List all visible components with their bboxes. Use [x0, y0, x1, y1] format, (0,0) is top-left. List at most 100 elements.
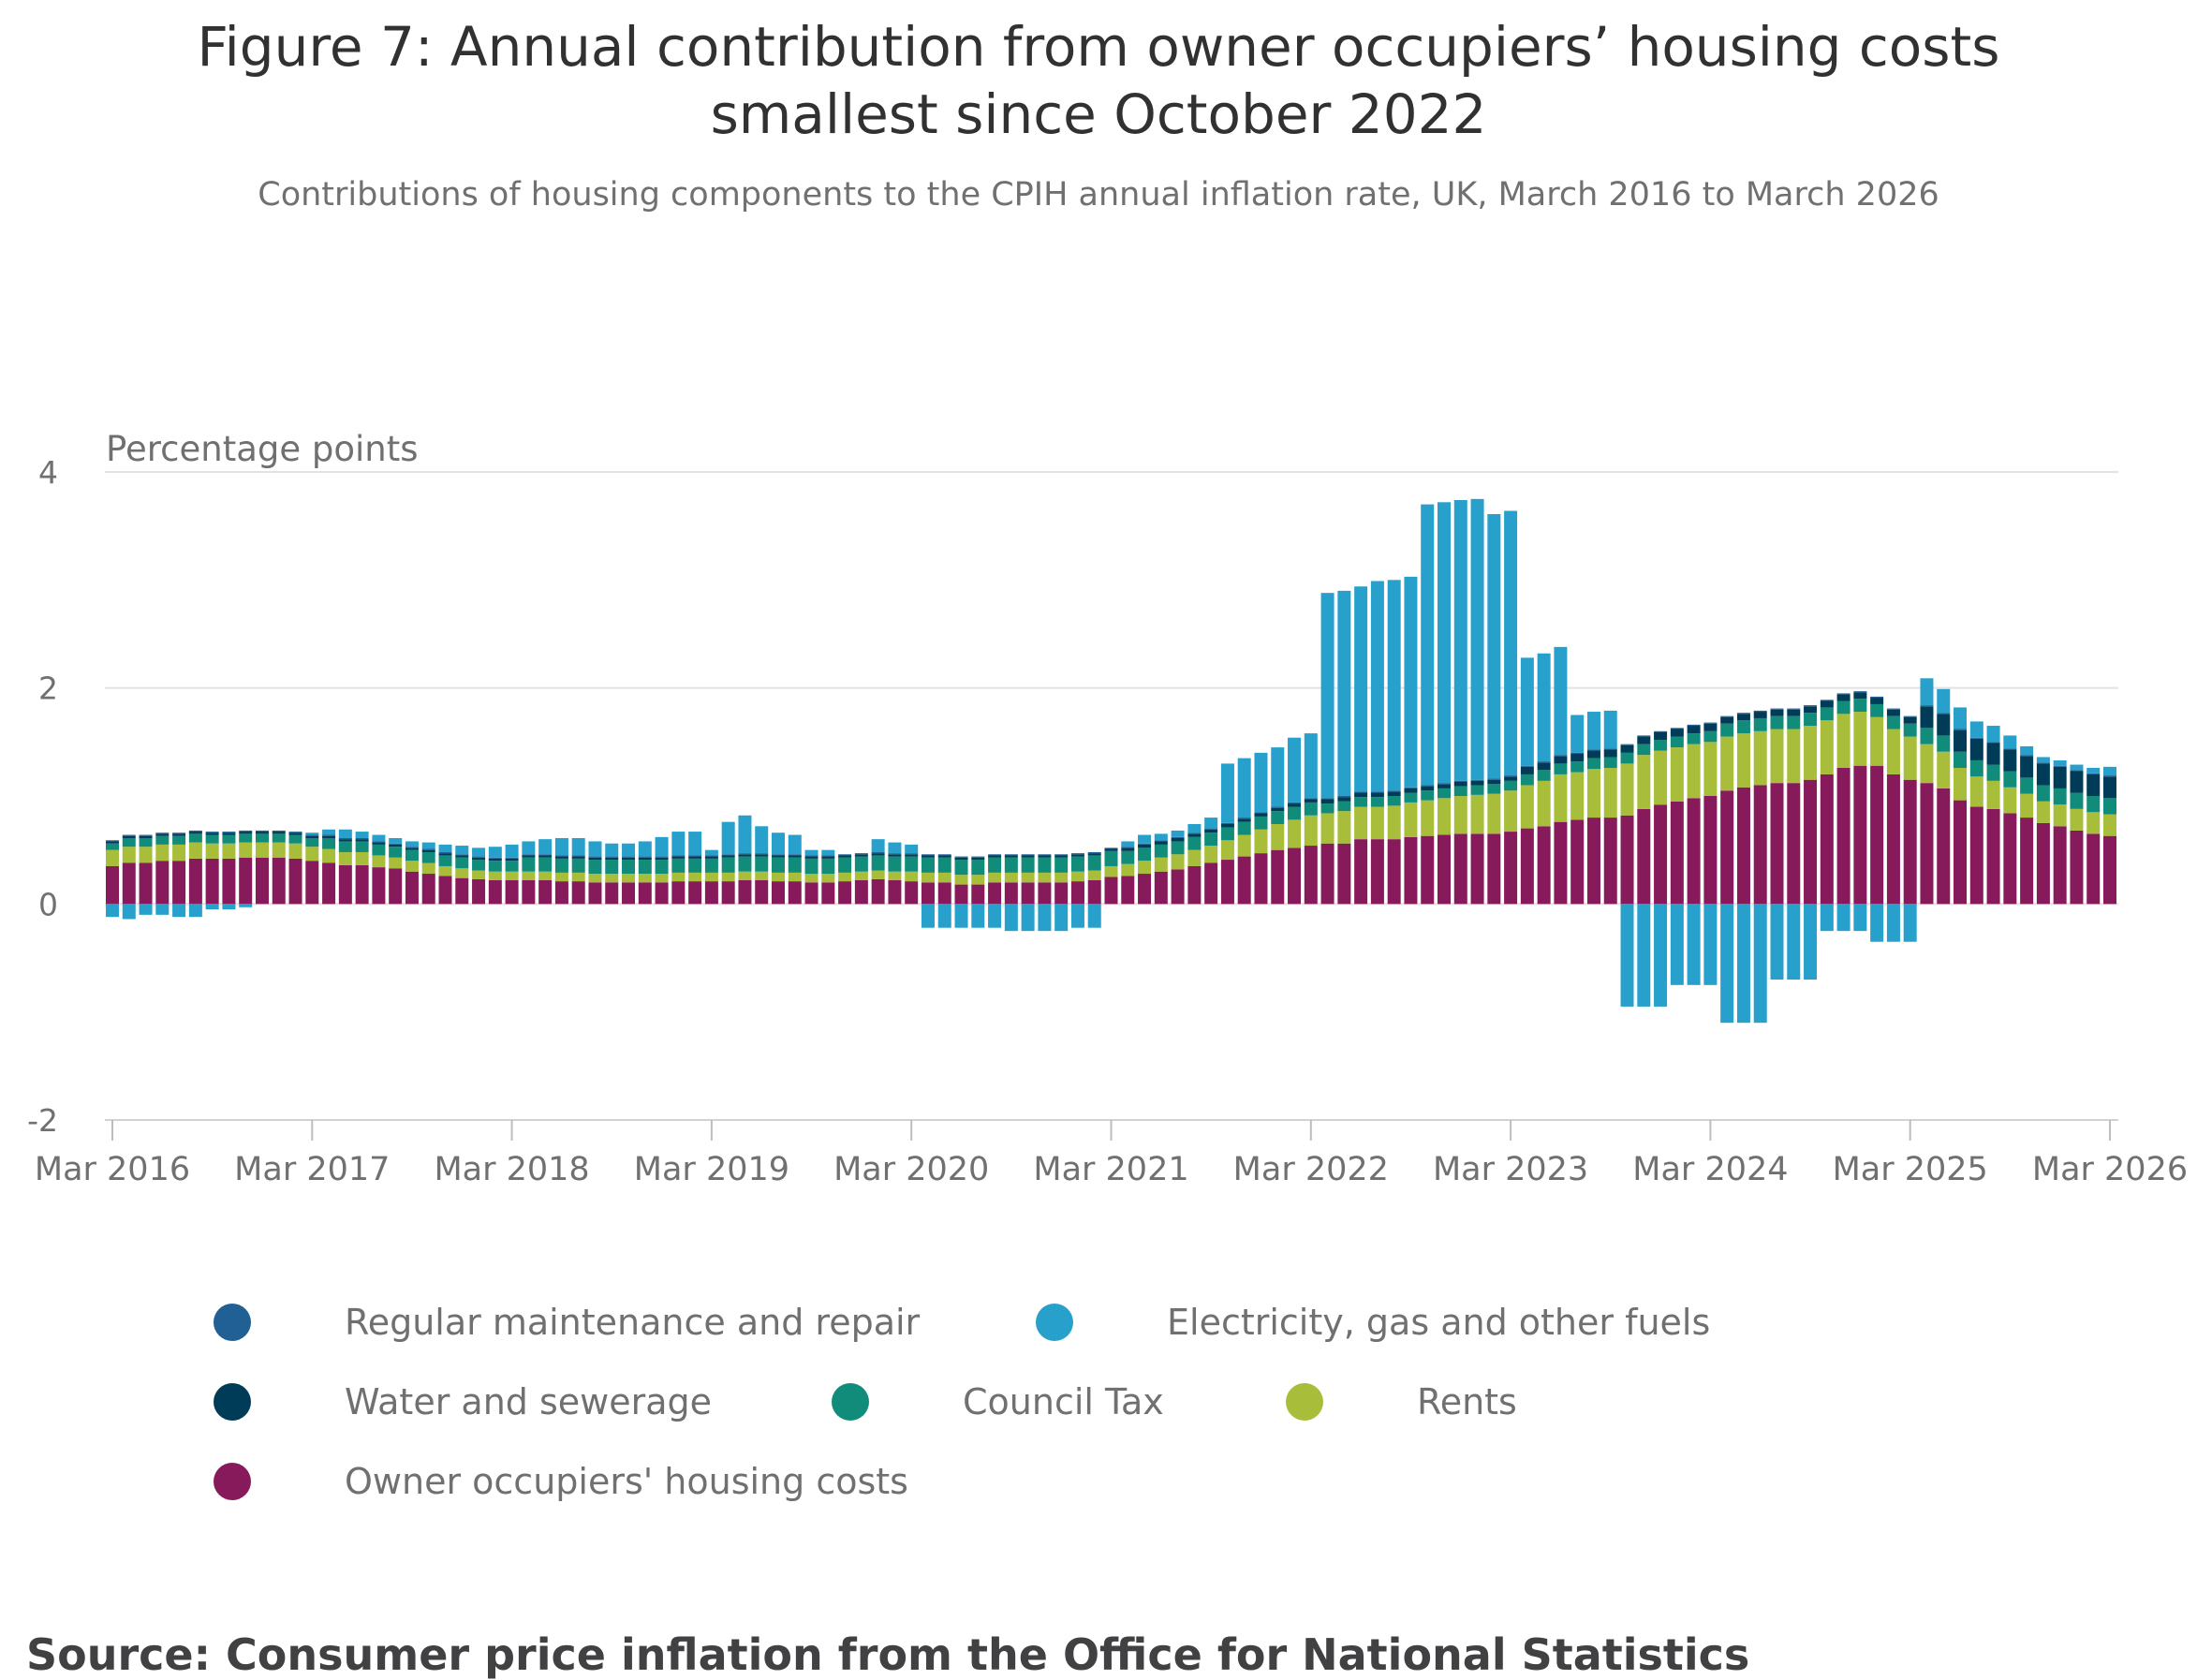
bar-segment: [622, 856, 636, 858]
bar-segment: [522, 841, 536, 855]
bar-segment: [1753, 717, 1767, 731]
bar-segment: [538, 854, 553, 856]
bar-segment: [1770, 709, 1784, 716]
bar-segment: [1770, 729, 1784, 784]
bar-segment: [1237, 821, 1251, 835]
bar-segment: [804, 874, 818, 883]
bar-segment: [2053, 765, 2067, 767]
bar-segment: [1288, 806, 1302, 820]
bar-segment: [688, 872, 702, 882]
bar-segment: [704, 856, 718, 859]
bar-segment: [1337, 797, 1351, 802]
bar-segment: [372, 842, 386, 845]
legend-item-maintenance[interactable]: Regular maintenance and repair: [214, 1302, 920, 1343]
bar-segment: [1070, 853, 1084, 855]
bar-segment: [1853, 692, 1867, 700]
bar-segment: [1288, 737, 1302, 803]
bar-segment: [1554, 763, 1568, 774]
bar-segment: [106, 841, 119, 844]
bar-segment: [1804, 904, 1818, 980]
legend-item-water[interactable]: Water and sewerage: [214, 1381, 712, 1422]
bar-segment: [1171, 837, 1185, 842]
bar-segment: [122, 837, 136, 847]
bar-segment: [1337, 590, 1351, 796]
bar-segment: [1787, 709, 1801, 716]
bar-segment: [2003, 749, 2017, 772]
bar-segment: [2053, 788, 2067, 805]
bar-segment: [1670, 747, 1684, 802]
bar-segment: [1453, 782, 1467, 787]
bar-segment: [1304, 802, 1318, 816]
bar-segment: [1271, 806, 1285, 808]
bar-segment: [2053, 826, 2067, 905]
bar-segment: [1204, 846, 1218, 863]
legend-item-rents[interactable]: Rents: [1286, 1381, 1517, 1422]
bar-segment: [888, 856, 902, 872]
bar-segment: [1986, 743, 2000, 765]
bar-segment: [1138, 861, 1152, 875]
bar-segment: [106, 849, 119, 866]
bar-segment: [1154, 840, 1168, 842]
bar-segment: [2020, 745, 2034, 756]
bar-segment: [522, 871, 536, 880]
bar-segment: [538, 839, 553, 855]
bar-segment: [1654, 740, 1668, 751]
legend-item-electricity[interactable]: Electricity, gas and other fuels: [1036, 1302, 1710, 1343]
bar-segment: [372, 855, 386, 868]
bar-segment: [954, 875, 968, 885]
bar-segment: [1770, 708, 1784, 710]
bar-segment: [1886, 709, 1900, 716]
bar-segment: [1138, 843, 1152, 845]
bar-segment: [622, 843, 636, 857]
bar-segment: [1836, 904, 1850, 932]
bar-segment: [272, 842, 286, 858]
bar-segment: [1637, 755, 1651, 809]
bar-segment: [1487, 778, 1501, 780]
bar-segment: [1004, 882, 1018, 905]
bar-segment: [255, 830, 269, 833]
bar-segment: [305, 835, 319, 838]
bar-segment: [405, 861, 419, 872]
bar-segment: [788, 857, 802, 873]
bar-segment: [1487, 779, 1501, 785]
bar-segment: [1986, 742, 2000, 744]
bar-segment: [971, 884, 985, 905]
bar-segment: [239, 904, 253, 907]
bar-segment: [937, 855, 951, 858]
bar-segment: [622, 882, 636, 905]
bar-segment: [671, 832, 686, 856]
legend-item-council-tax[interactable]: Council Tax: [832, 1381, 1164, 1422]
bar-segment: [1470, 833, 1484, 905]
bar-segment: [438, 853, 452, 856]
bar-segment: [1804, 779, 1818, 905]
bar-segment: [172, 844, 186, 862]
bar-segment: [1337, 811, 1351, 844]
bar-segment: [1254, 853, 1268, 905]
bar-segment: [1070, 854, 1084, 857]
bar-segment: [355, 837, 369, 840]
bar-segment: [571, 855, 585, 857]
bar-segment: [188, 858, 202, 905]
bar-segment: [522, 855, 536, 858]
bar-segment: [1104, 877, 1118, 905]
bar-segment: [1554, 755, 1568, 757]
bar-segment: [1021, 904, 1035, 932]
bar-segment: [688, 832, 702, 856]
bar-segment: [1654, 730, 1668, 732]
bar-segment: [1870, 904, 1884, 942]
bar-segment: [1603, 818, 1617, 905]
bar-segment: [1903, 736, 1917, 780]
bar-segment: [1154, 833, 1168, 841]
bar-segment: [738, 871, 752, 880]
x-tick-label: Mar 2022: [1233, 1151, 1389, 1188]
bar-segment: [1171, 841, 1185, 855]
bar-segment: [1453, 786, 1467, 796]
bar-segment: [272, 833, 286, 843]
bar-segment: [1720, 904, 1734, 1024]
bar-segment: [1220, 763, 1234, 823]
bar-segment: [1870, 716, 1884, 766]
bar-segment: [1121, 841, 1135, 847]
bar-segment: [1836, 700, 1850, 715]
legend-item-ooh[interactable]: Owner occupiers' housing costs: [214, 1461, 908, 1502]
bar-segment: [721, 854, 735, 856]
